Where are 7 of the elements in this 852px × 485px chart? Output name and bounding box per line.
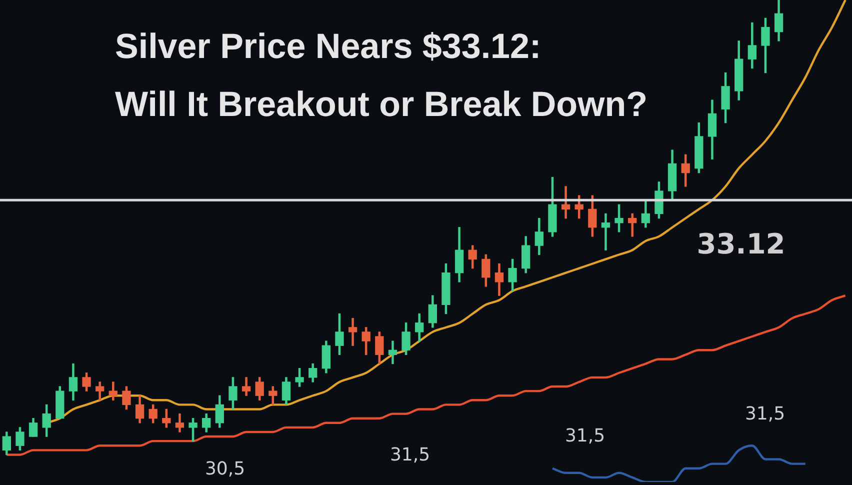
annotation: 33.12 (696, 227, 786, 260)
text: Silver Price Nears $33.12: Will It Breakout or Break Down? (115, 26, 648, 126)
annotation: 31,5 (744, 404, 786, 425)
text: 30,5 (204, 458, 246, 480)
annotation: 31,5 (390, 444, 430, 466)
annotation: 31,5 (564, 426, 606, 447)
candlestick (601, 213, 610, 250)
